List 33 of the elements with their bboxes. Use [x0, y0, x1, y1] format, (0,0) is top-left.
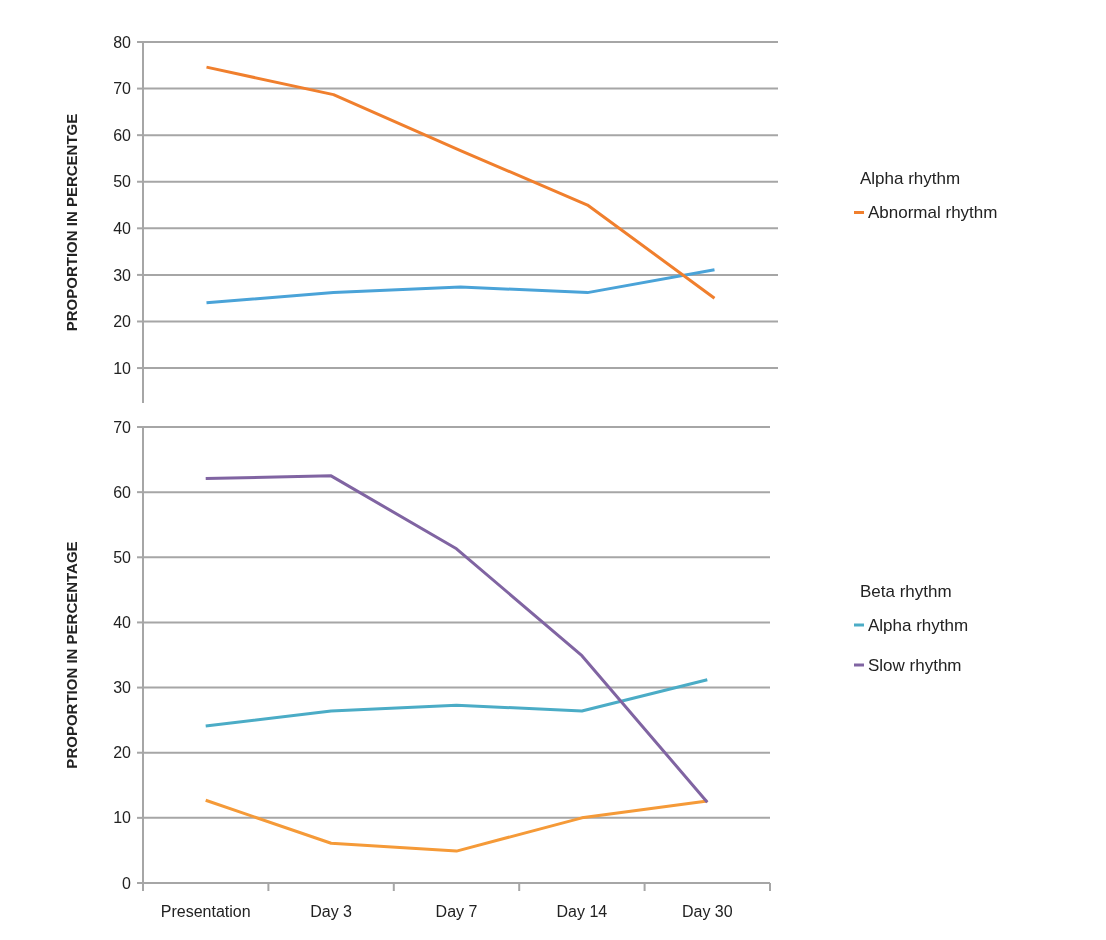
- y-tick-label: 40: [113, 219, 132, 237]
- y-tick-label: 50: [113, 548, 132, 566]
- y-axis-title: PROPORTION IN PERCENTGE: [63, 113, 80, 332]
- x-tick-label: Day 30: [681, 903, 733, 920]
- y-tick-label: 40: [113, 614, 132, 632]
- y-tick-label: 10: [113, 359, 132, 377]
- y-tick-label: 80: [113, 33, 132, 51]
- x-tick-label: Day 3: [310, 903, 353, 920]
- y-tick-label: 30: [113, 679, 132, 697]
- x-tick-label: Presentation: [160, 903, 251, 920]
- x-tick-label: Day 14: [556, 903, 608, 920]
- legend-title: Alpha rhythm: [860, 169, 961, 189]
- y-tick-label: 30: [113, 266, 132, 284]
- y-tick-label: 70: [113, 80, 132, 98]
- line-series: [204, 678, 709, 728]
- legend-label: Slow rhythm: [868, 655, 962, 675]
- line-series: [204, 474, 709, 804]
- line-series: [204, 798, 709, 853]
- y-tick-label: 20: [113, 313, 132, 331]
- y-tick-label: 70: [113, 418, 132, 436]
- legend-label: Alpha rhythm: [868, 615, 969, 635]
- x-tick-label: Day 7: [435, 903, 478, 920]
- legend-label: Abnormal rhythm: [868, 203, 998, 223]
- y-tick-label: 60: [113, 126, 132, 144]
- line-series: [205, 65, 716, 300]
- legend-title: Beta rhythm: [860, 581, 952, 601]
- y-tick-label: 50: [113, 173, 132, 191]
- y-tick-label: 20: [113, 744, 132, 762]
- y-tick-label: 60: [113, 483, 132, 501]
- y-tick-label: 10: [113, 809, 132, 827]
- y-axis-title: PROPORTION IN PERCENTAGE: [63, 541, 80, 769]
- y-tick-label: 0: [122, 874, 132, 892]
- line-series: [205, 268, 716, 305]
